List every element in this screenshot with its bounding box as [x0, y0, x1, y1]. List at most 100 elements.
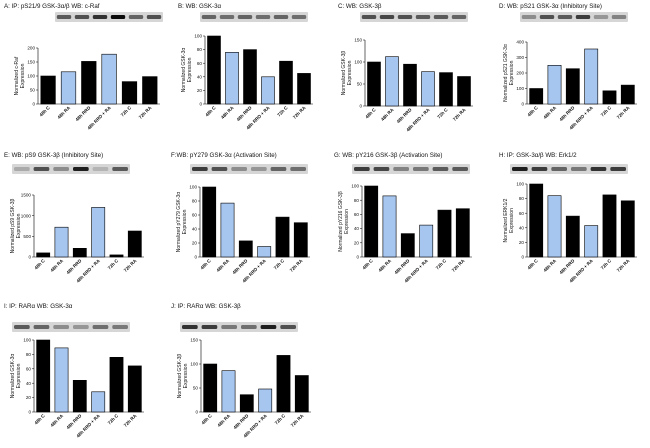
western-blot-strip [190, 164, 308, 174]
bar-72h-ra [142, 76, 158, 105]
y-axis-label: Normalized GSK-3βExpression [177, 354, 189, 399]
blot-band [92, 167, 109, 171]
blot-band [273, 15, 289, 19]
blot-band [611, 15, 627, 19]
blot-band [53, 167, 69, 171]
bar-72h-ra [620, 200, 635, 258]
y-tick-label: 150 [190, 338, 198, 343]
panel-title: D: WB: pS21 GSK-3α (Inhibitory Site) [499, 3, 602, 10]
blot-background [352, 164, 470, 174]
panel-title: B: WB: GSK-3α [178, 3, 222, 10]
blot-band [251, 167, 267, 171]
blot-band [590, 167, 607, 171]
blot-band [33, 167, 50, 171]
x-tick-label: 72h RA [289, 258, 304, 273]
x-tick-label: 72h C [600, 258, 613, 271]
blot-band [237, 15, 253, 19]
y-tick-label: 20 [26, 395, 32, 400]
bar-72h-ra [294, 375, 309, 413]
y-tick-label: 80 [354, 198, 360, 203]
bar-72h-c [109, 356, 124, 413]
bar-48h-rrd [72, 248, 87, 258]
y-axis-label: Normalized ERK1/2Expression [503, 198, 515, 242]
bar-48h-rrd [239, 394, 254, 413]
western-blot-strip [510, 164, 628, 174]
y-tick-label: 50 [357, 82, 363, 87]
bar-72h-ra [297, 73, 311, 105]
bar-72h-ra [127, 230, 142, 258]
blot-background [12, 322, 130, 332]
x-tick-label: 48h RRD [396, 107, 414, 125]
bar-48h-rrd [81, 61, 97, 105]
panel-title: H: IP: GSK-3α/β WB: Erk1/2 [499, 152, 577, 159]
western-blot-strip [12, 164, 130, 174]
y-tick-label: 0 [28, 255, 31, 260]
y-tick-label: 20 [354, 240, 360, 245]
y-tick-label: 100 [189, 185, 197, 190]
x-tick-label: 48h C [364, 107, 377, 120]
y-tick-label: 0 [194, 255, 197, 260]
y-tick-label: 80 [197, 47, 203, 52]
y-tick-label: 150 [354, 38, 362, 43]
bar-48h-rrd-ra [584, 48, 599, 105]
x-tick-label: 48h C [204, 105, 217, 118]
chart-panel-f: F:WB: pY279 GSK-3α (Activation Site) 0 20 4… [171, 152, 310, 284]
y-tick-label: 40 [519, 225, 525, 230]
x-tick-label: 48h C [33, 258, 46, 271]
x-tick-label: 72h C [436, 107, 449, 120]
bar-48h-rrd-ra [419, 224, 434, 258]
y-axis-label: Normalized GSK-3αExpression [181, 48, 193, 93]
y-tick-label: 40 [354, 226, 360, 231]
x-tick-label: 48h RA [49, 413, 64, 428]
y-tick-label: 60 [192, 213, 198, 218]
panel-title: C: WB: GSK-3β [338, 3, 382, 10]
chart-panel-a: A: IP: pS21/9 GSK-3α/β WB: c-Raf 0 50 100 15… [4, 3, 163, 131]
blot-band [211, 167, 228, 171]
y-tick-label: 0 [521, 102, 524, 107]
blot-band [112, 325, 128, 329]
blot-band [593, 15, 609, 19]
blot-background [55, 12, 163, 22]
x-tick-label: 72h RA [616, 258, 631, 273]
western-blot-strip [55, 12, 163, 22]
bar-48h-rrd-ra [91, 391, 106, 413]
bar-72h-c [276, 355, 291, 413]
bar-48h-rrd-ra [257, 246, 272, 258]
y-tick-label: 20 [192, 241, 198, 246]
y-tick-label: 40 [197, 74, 203, 79]
y-tick-label: 50 [193, 386, 199, 391]
x-tick-label: 48h RRD [231, 258, 249, 276]
bar-48h-ra [385, 56, 399, 107]
bar-48h-c [36, 252, 51, 258]
bar-72h-c [437, 209, 452, 258]
x-tick-label: 72h C [107, 258, 120, 271]
bar-72h-ra [293, 222, 308, 258]
y-tick-label: 60 [26, 366, 32, 371]
bar-72h-ra [455, 208, 470, 258]
x-tick-label: 72h RA [138, 105, 153, 120]
chart-panel-i: I: IP: RARα WB: GSK-3α 0 20 40 60 80 100 Normal… [4, 303, 144, 439]
blot-band [192, 167, 208, 171]
blot-band [451, 15, 467, 19]
y-tick-label: 50 [30, 88, 36, 93]
blot-band [221, 325, 237, 329]
blot-background [510, 164, 628, 174]
bar-72h-c [602, 90, 617, 105]
bar-48h-c [364, 185, 379, 258]
y-tick-label: 100 [354, 60, 362, 65]
blot-band [610, 167, 626, 171]
x-tick-label: 48h C [200, 413, 213, 426]
panel-title: A: IP: pS21/9 GSK-3α/β WB: c-Raf [4, 3, 100, 10]
x-tick-label: 72h C [120, 105, 133, 118]
y-axis-label: Normalized c-RafExpression [14, 56, 26, 95]
blot-band [260, 325, 277, 329]
x-tick-label: 48h RA [56, 105, 71, 120]
x-tick-label: 72h C [107, 413, 120, 426]
x-tick-label: 48h RRD [232, 413, 250, 431]
blot-band [575, 15, 591, 19]
blot-band [33, 325, 50, 329]
blot-band [452, 167, 468, 171]
bar-72h-ra [620, 84, 635, 105]
bar-48h-ra [54, 226, 69, 258]
bar-48h-ra [221, 370, 236, 413]
